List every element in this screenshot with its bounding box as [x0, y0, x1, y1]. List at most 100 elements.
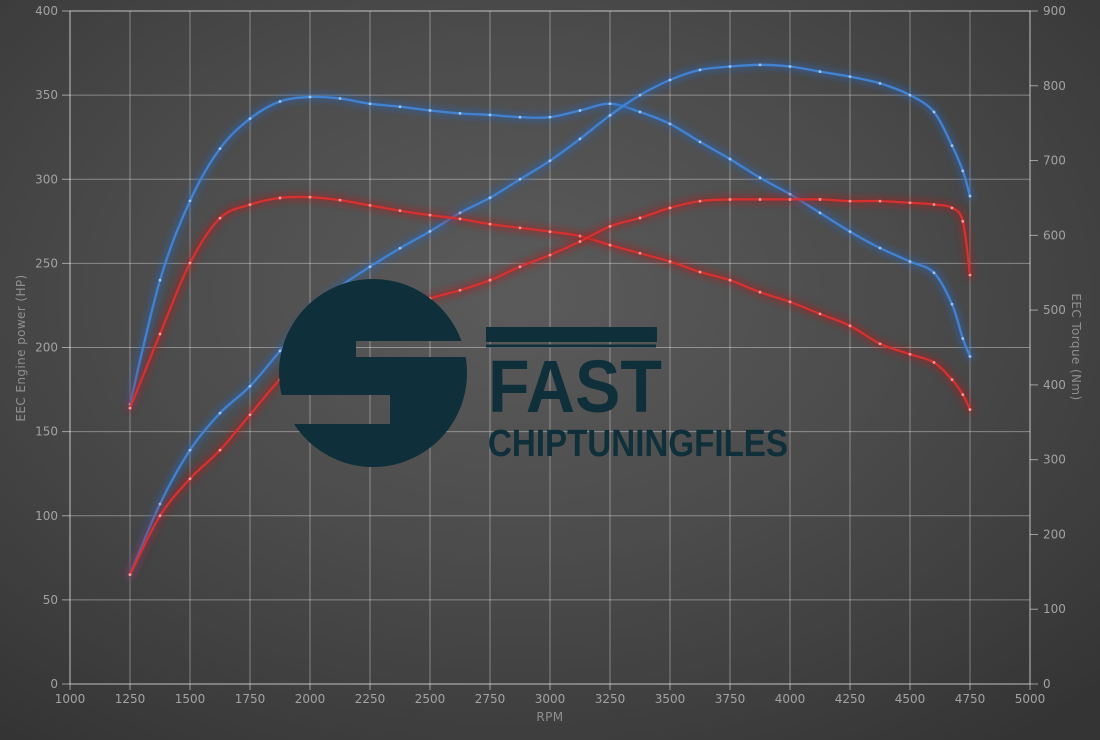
data-point-marker	[218, 411, 222, 415]
y-left-tick-label: 350	[35, 88, 58, 102]
data-point-marker	[950, 302, 954, 306]
data-point-marker	[518, 265, 522, 269]
y-right-tick-label: 100	[1043, 602, 1066, 616]
data-point-marker	[278, 196, 282, 200]
x-tick-label: 3750	[715, 692, 746, 706]
data-point-marker	[578, 109, 582, 112]
data-point-marker	[818, 70, 822, 73]
data-point-marker	[458, 112, 462, 115]
data-point-marker	[428, 109, 432, 112]
y-right-tick-label: 900	[1043, 4, 1066, 18]
data-point-marker	[248, 117, 252, 121]
data-point-marker	[878, 342, 882, 346]
data-point-marker	[158, 332, 162, 336]
y-left-tick-label: 400	[35, 4, 58, 18]
x-tick-label: 4750	[955, 692, 986, 706]
data-point-marker	[788, 300, 792, 304]
y-left-tick-label: 200	[35, 341, 58, 355]
data-point-marker	[608, 243, 612, 247]
x-tick-label: 2750	[475, 692, 506, 706]
y-right-tick-label: 600	[1043, 228, 1066, 242]
data-point-marker	[608, 113, 612, 117]
y-right-tick-label: 200	[1043, 527, 1066, 541]
data-point-marker	[848, 75, 852, 79]
x-tick-label: 5000	[1015, 692, 1046, 706]
data-point-marker	[518, 177, 522, 181]
data-point-marker	[758, 290, 762, 294]
data-point-marker	[428, 230, 432, 233]
data-point-marker	[278, 100, 282, 103]
data-point-marker	[968, 355, 972, 358]
data-point-marker	[668, 122, 672, 126]
curves-layer	[125, 60, 975, 580]
data-point-marker	[188, 448, 192, 452]
y-left-tick-label: 300	[35, 172, 58, 186]
logo-subbrand-text: CHIPTUNINGFILES	[488, 423, 788, 465]
data-point-marker	[668, 206, 672, 210]
logo-s-mark	[279, 279, 467, 467]
data-point-marker	[638, 110, 642, 114]
data-point-marker	[638, 251, 642, 255]
data-point-marker	[578, 240, 582, 243]
x-tick-label: 4250	[835, 692, 866, 706]
data-point-marker	[248, 203, 252, 207]
data-point-marker	[961, 169, 965, 173]
data-point-marker	[908, 260, 912, 263]
data-point-marker	[950, 378, 954, 382]
data-point-marker	[578, 137, 582, 141]
data-point-marker	[968, 194, 972, 198]
data-point-marker	[932, 361, 936, 364]
data-point-marker	[548, 115, 552, 119]
data-point-marker	[548, 159, 552, 163]
data-point-marker	[908, 352, 912, 356]
x-tick-label: 1500	[175, 692, 206, 706]
data-point-marker	[950, 144, 954, 148]
y-left-tick-label: 100	[35, 509, 58, 523]
x-tick-label: 3250	[595, 692, 626, 706]
data-point-marker	[878, 199, 882, 203]
y-right-tick-label: 300	[1043, 453, 1066, 467]
data-point-marker	[158, 278, 162, 282]
data-point-marker	[758, 176, 762, 180]
y-left-tick-label: 250	[35, 256, 58, 270]
x-tick-label: 1750	[235, 692, 266, 706]
data-point-marker	[218, 216, 222, 220]
data-point-marker	[950, 206, 954, 210]
data-point-marker	[638, 216, 642, 220]
x-tick-label: 2250	[355, 692, 386, 706]
logo-brand-text: FAST	[488, 345, 662, 428]
data-point-marker	[158, 502, 162, 506]
y-left-tick-label: 50	[43, 593, 58, 607]
x-tick-label: 4000	[775, 692, 806, 706]
data-point-marker	[518, 226, 522, 230]
data-point-marker	[368, 102, 372, 106]
data-point-marker	[158, 514, 162, 518]
data-point-marker	[128, 406, 132, 410]
data-point-marker	[608, 224, 612, 228]
data-point-marker	[368, 204, 372, 207]
data-point-marker	[458, 211, 462, 215]
data-point-marker	[248, 384, 252, 388]
y-left-tick-label: 150	[35, 425, 58, 439]
data-point-marker	[698, 140, 702, 144]
data-point-marker	[398, 209, 402, 213]
x-tick-label: 3000	[535, 692, 566, 706]
data-point-marker	[638, 93, 642, 97]
data-point-marker	[398, 246, 402, 250]
data-point-marker	[818, 312, 822, 316]
data-point-marker	[188, 199, 192, 203]
x-tick-label: 1000	[55, 692, 86, 706]
data-point-marker	[398, 105, 402, 109]
data-point-marker	[668, 78, 672, 82]
data-point-marker	[818, 211, 822, 215]
data-point-marker	[968, 273, 972, 277]
data-point-marker	[518, 115, 522, 119]
plot-border	[69, 10, 1031, 685]
data-point-marker	[458, 217, 462, 221]
x-tick-label: 4500	[895, 692, 926, 706]
data-point-marker	[961, 393, 965, 397]
logo-speed-bar	[486, 327, 657, 342]
x-tick-label: 2500	[415, 692, 446, 706]
data-point-marker	[188, 477, 192, 481]
